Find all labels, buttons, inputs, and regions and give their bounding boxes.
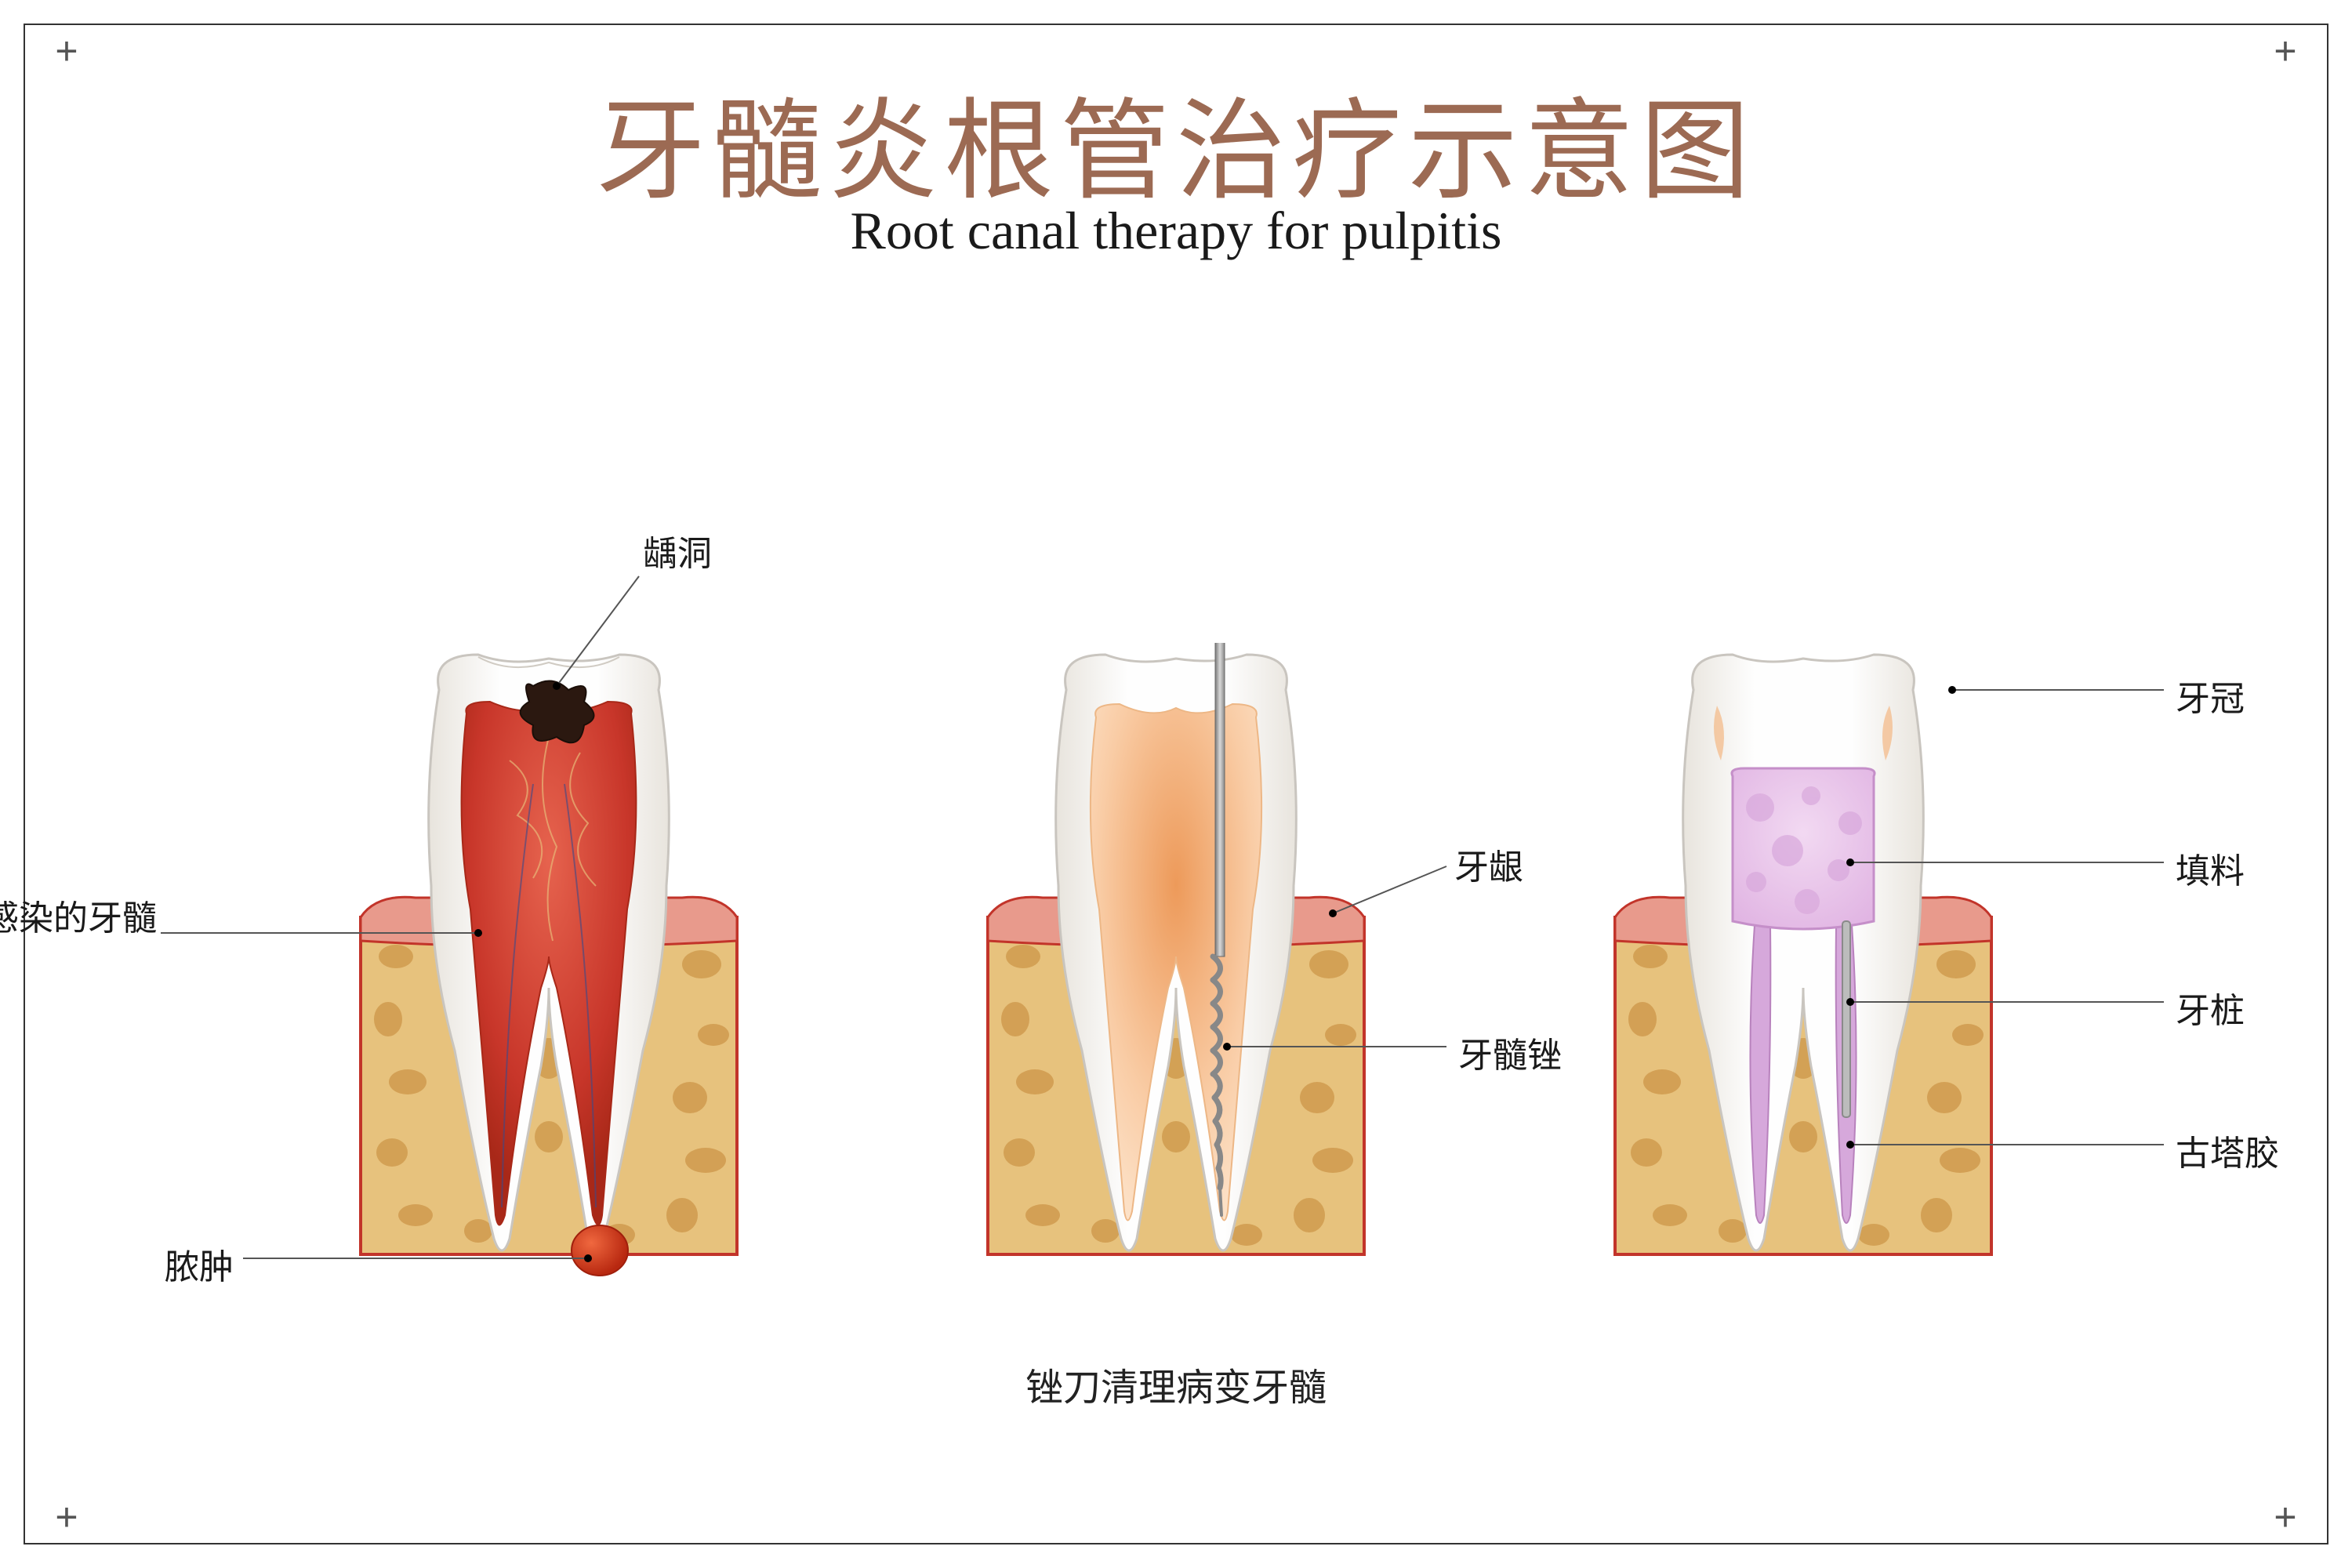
diagram-row: 龋洞 感染的牙髓 脓肿 [0, 596, 2352, 1458]
crop-mark-bl: + [51, 1501, 82, 1533]
tooth-infected-svg [353, 643, 745, 1286]
label-post: 牙桩 [2176, 982, 2245, 1033]
label-crown: 牙冠 [2176, 670, 2245, 720]
panel-cleaning: 牙龈 牙髓锉 锉刀清理病变牙髓 [909, 596, 1443, 1380]
leader-infected-pulp [161, 909, 490, 956]
label-gum: 牙龈 [1454, 839, 1523, 889]
crop-mark-tl: + [51, 35, 82, 67]
crop-mark-tr: + [2270, 35, 2301, 67]
title-english: Root canal therapy for pulpitis [0, 200, 2352, 262]
leader-abscess [243, 1235, 596, 1282]
leader-post [1850, 986, 2172, 1018]
label-infected-pulp: 感染的牙髓 [0, 890, 157, 940]
label-cavity: 龋洞 [643, 525, 712, 575]
leader-file [1227, 1031, 1454, 1062]
panel-infected: 龋洞 感染的牙髓 脓肿 [282, 596, 815, 1380]
tooth-filled-svg [1607, 643, 1999, 1286]
panel-filled: 牙冠 填料 牙桩 古塔胶 [1537, 596, 2070, 1380]
label-abscess: 脓肿 [165, 1239, 234, 1289]
leader-filling [1850, 847, 2172, 878]
leader-crown [1952, 674, 2172, 706]
label-guttapercha: 古塔胶 [2176, 1125, 2279, 1175]
title-chinese: 牙髓炎根管治疗示意图 [0, 63, 2352, 221]
tooth-cleaning-svg [980, 643, 1372, 1286]
crop-mark-br: + [2270, 1501, 2301, 1533]
caption-file-cleaning: 锉刀清理病变牙髓 [909, 1356, 1443, 1411]
leader-guttapercha [1850, 1129, 2172, 1160]
label-filling: 填料 [2176, 843, 2245, 893]
